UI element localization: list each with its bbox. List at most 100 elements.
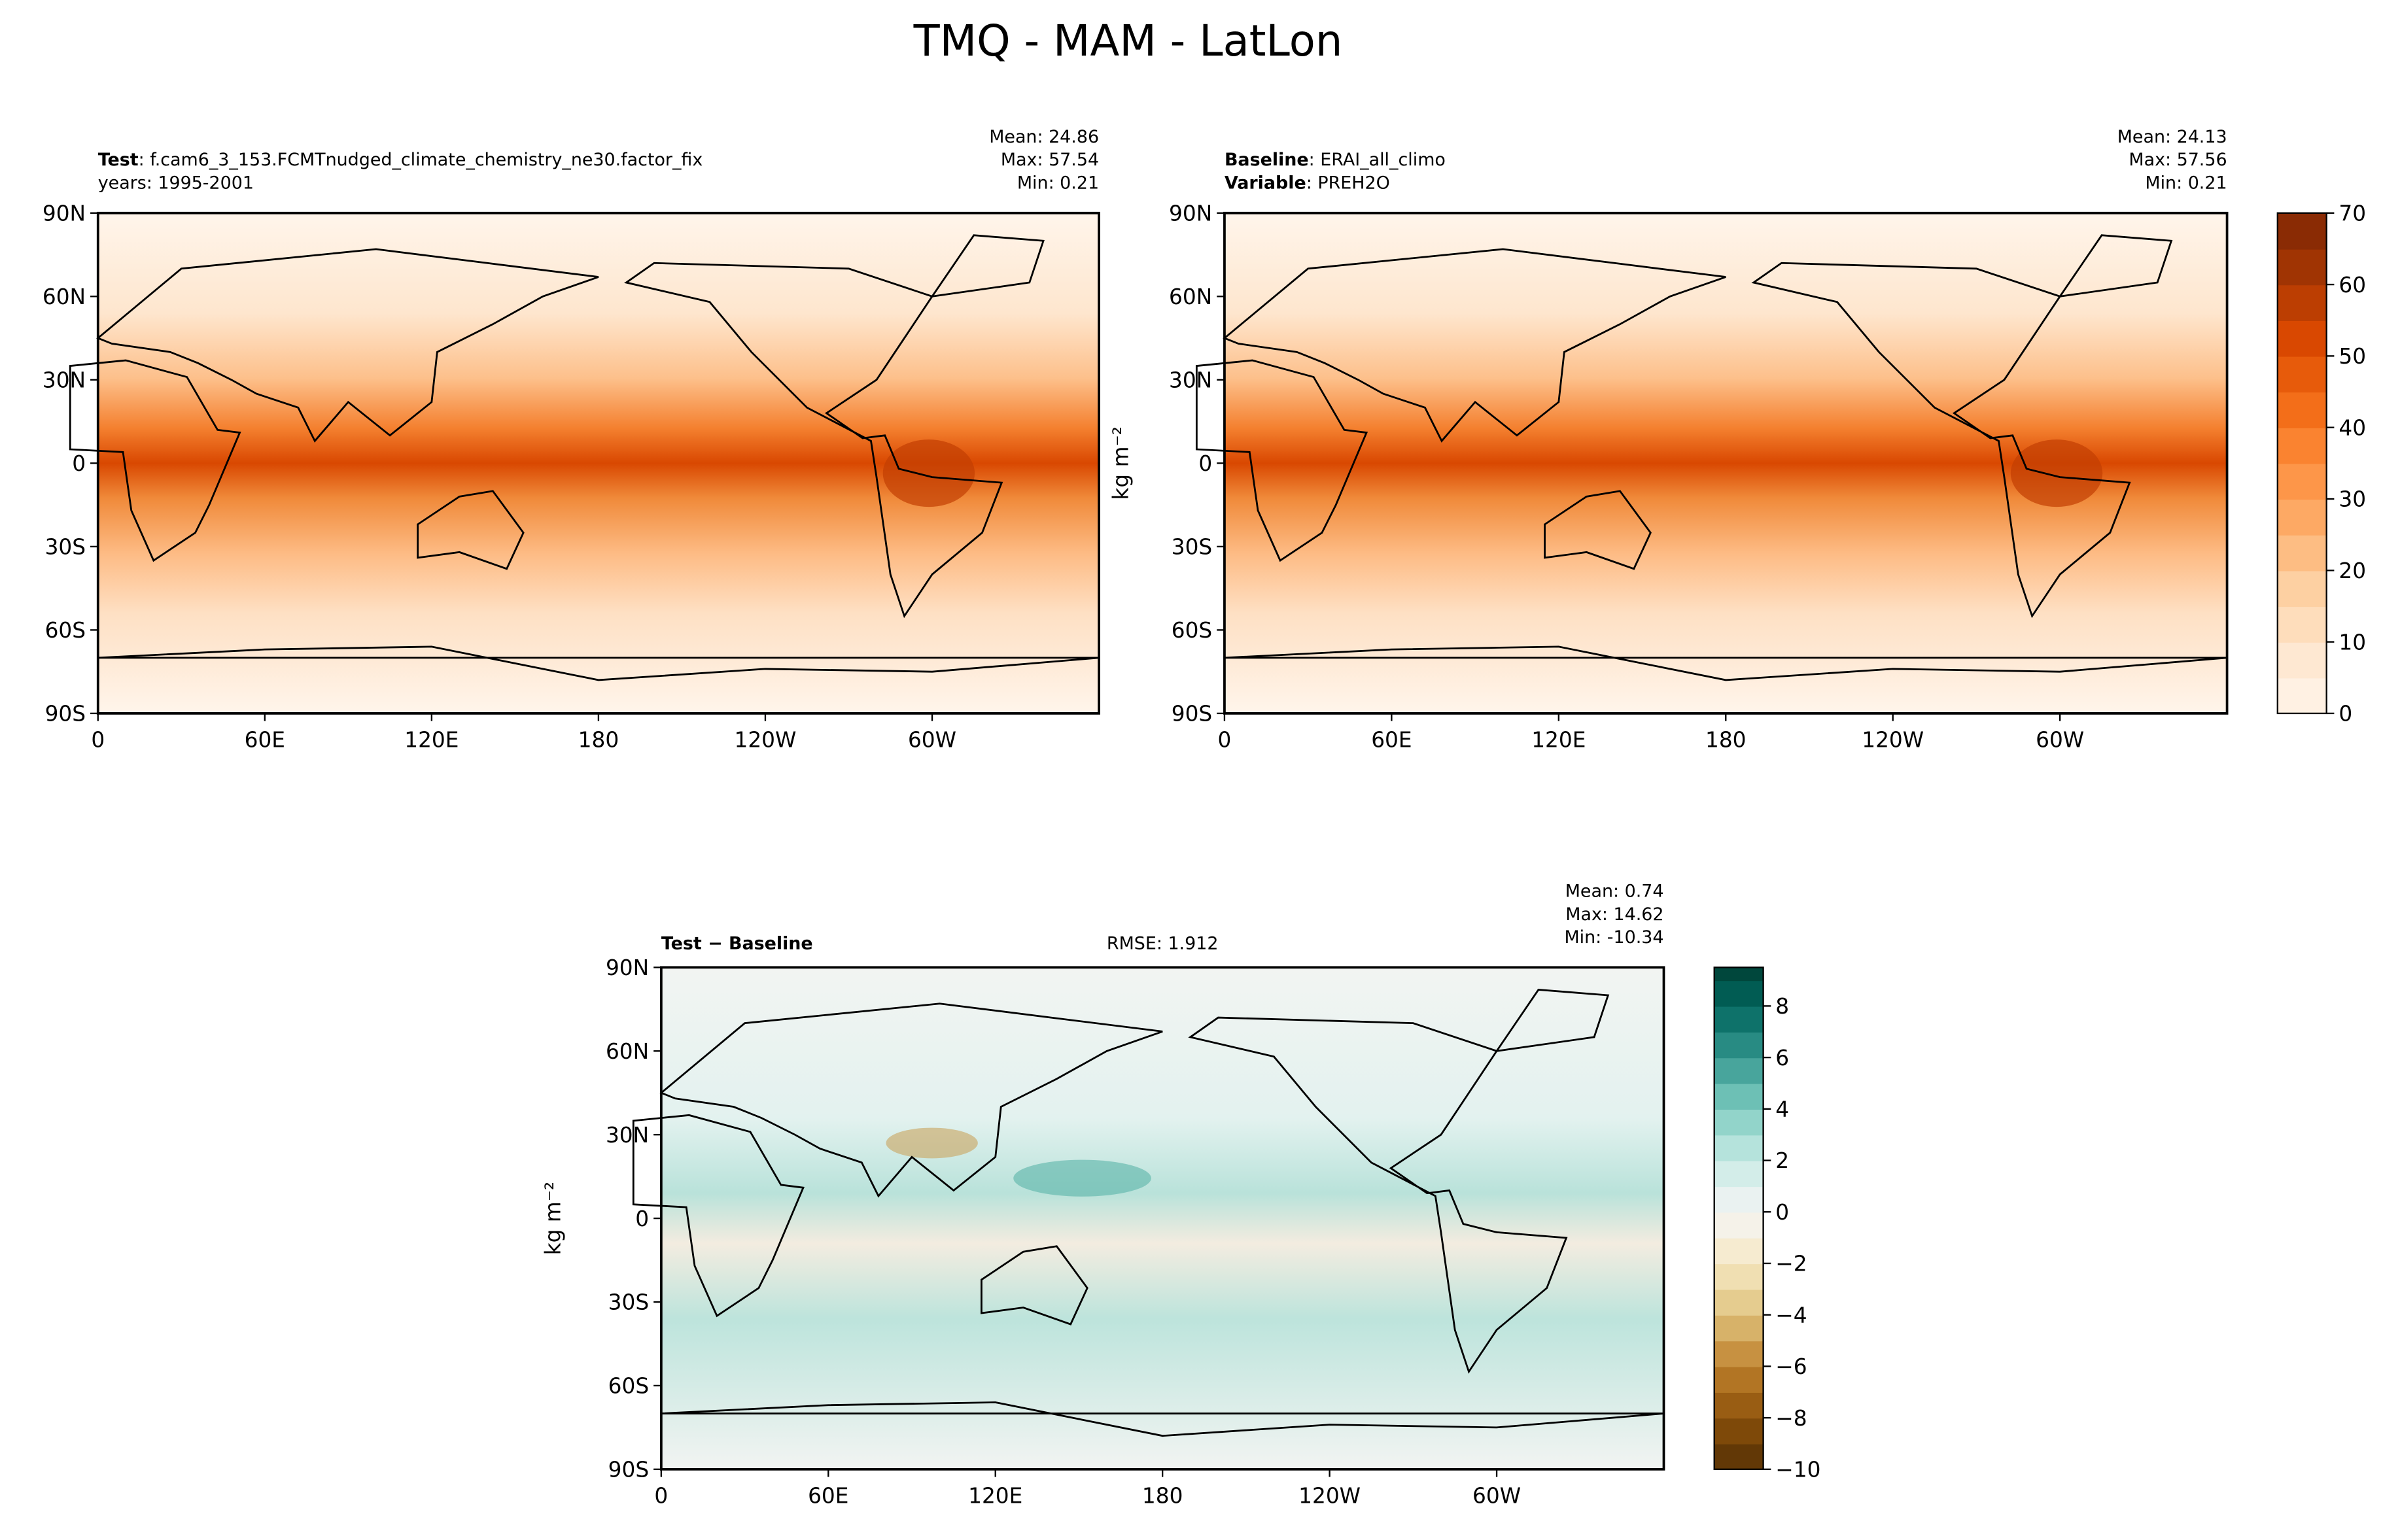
colorbar-difference: −10 −8 −6 −4 −2 0 2 4 6 8 kg m⁻² [540,967,1820,1482]
lon-tick-label: 0 [654,1483,668,1508]
colorbar-level [2277,284,2327,321]
stat-max: Max: 57.54 [1001,150,1099,170]
colorbar-level [1714,1083,1764,1110]
colorbar-level [1714,1392,1764,1419]
lon-tick-label: 60E [808,1483,848,1508]
colorbar-level [1714,1341,1764,1367]
colorbar-level [1714,1031,1764,1059]
lon-tick-label: 0 [1218,727,1232,752]
label-bold: Variable [1225,173,1306,193]
coastline [417,490,525,570]
lat-tick-label: 90S [1172,702,1212,727]
colorbar-level [1714,967,1764,982]
label-bold: Test [98,150,139,170]
coastline [1223,248,1726,443]
stat-min: Min: 0.21 [1017,173,1099,193]
colorbar-frame [2276,212,2327,715]
lon-tick-label: 120W [1862,727,1924,752]
lon-tick-label: 60E [245,727,285,752]
colorbar-level [2277,356,2327,393]
stat-mean: Mean: 24.86 [989,127,1099,147]
lat-tick-label: 90N [43,201,86,226]
field-negative-anomaly [886,1127,978,1159]
colorbar-level [1714,1186,1764,1213]
colorbar-frame [1713,967,1764,1471]
coastline [1224,645,2227,681]
colorbar-level [2277,213,2327,250]
colorbar-tick-label: 60 [2339,273,2366,298]
colorbar-level [2277,248,2327,286]
stat-mean: Mean: 0.74 [1565,881,1664,902]
lat-tick-label: 90N [606,955,649,980]
lat-tick-label: 30S [45,535,86,560]
coastline [1751,262,2131,619]
colorbar-level [1714,1237,1764,1265]
lon-tick-label: 180 [1705,727,1747,752]
colorbar-level [2277,642,2327,679]
colorbar-level [1714,1006,1764,1033]
colorbar-level [2277,677,2327,715]
lon-tick-label: 60W [908,727,956,752]
lat-tick-label: 90N [1169,201,1212,226]
coastline [2058,234,2173,298]
colorbar-level [1714,1160,1764,1188]
colorbar-tick-label: 4 [1775,1097,1789,1122]
colorbar-absolute: 0 10 20 30 40 50 60 70 kg m⁻² [1109,201,2367,726]
colorbar-tick-label: 40 [2339,415,2366,440]
coastline [981,1245,1088,1326]
stat-max: Max: 14.62 [1565,904,1663,925]
lat-tick-label: 60N [43,284,86,309]
lat-tick-label: 30S [1172,535,1212,560]
coastline [930,234,1045,298]
colorbar-tick-label: −10 [1775,1458,1820,1482]
stat-mean: Mean: 24.13 [2117,127,2227,147]
colorbar-level [1714,1366,1764,1393]
lat-tick-label: 90S [608,1458,649,1482]
colorbar-tick-label: 0 [1775,1200,1789,1225]
colorbar-level [1714,1443,1764,1471]
coastline [624,262,1003,619]
lon-tick-label: 120W [735,727,797,752]
colorbar-level [1714,1418,1764,1445]
lat-tick-label: 60N [1169,284,1212,309]
panel-title: Baseline: ERAI_all_climo [1225,150,1446,170]
colorbar-level [2277,392,2327,428]
rmse-label: RMSE: 1.912 [1107,933,1219,953]
field-positive-anomaly [1013,1159,1151,1197]
lon-tick-label: 180 [1142,1483,1183,1508]
lon-tick-label: 120E [1531,727,1586,752]
colorbar-units-label: kg m⁻² [540,1182,565,1255]
colorbar-tick-label: −4 [1775,1303,1807,1327]
coastline [1195,359,1368,562]
colorbar-level [2277,498,2327,536]
colorbar-units-label: kg m⁻² [1109,426,1134,500]
colorbar-tick-label: 50 [2339,344,2366,369]
lon-tick-label: 0 [91,727,105,752]
colorbar-level [1714,1057,1764,1084]
coastline [69,359,241,562]
colorbar-level [1714,1212,1764,1239]
lon-tick-label: 60E [1371,727,1412,752]
coastline [661,1401,1664,1437]
field-maximum [2010,439,2103,507]
lat-tick-label: 30S [608,1290,649,1315]
label-text: : f.cam6_3_153.FCMTnudged_climate_chemis… [139,150,703,170]
colorbar-level [1714,1314,1764,1342]
lat-tick-label: 60S [1172,618,1212,643]
lat-tick-label: 0 [72,451,86,476]
colorbar-tick-label: 6 [1775,1046,1789,1070]
lat-tick-label: 30N [606,1123,649,1148]
label-text: : ERAI_all_climo [1309,150,1446,170]
lat-tick-label: 60S [45,618,86,643]
colorbar-level [2277,606,2327,643]
lat-tick-label: 90S [45,702,86,727]
stat-min: Min: -10.34 [1564,927,1663,948]
colorbar-tick-label: 2 [1775,1148,1789,1173]
colorbar-level [2277,463,2327,500]
colorbar-tick-label: 0 [2339,702,2352,727]
years-label: years: 1995-2001 [98,173,254,193]
lon-tick-label: 120W [1298,1483,1361,1508]
